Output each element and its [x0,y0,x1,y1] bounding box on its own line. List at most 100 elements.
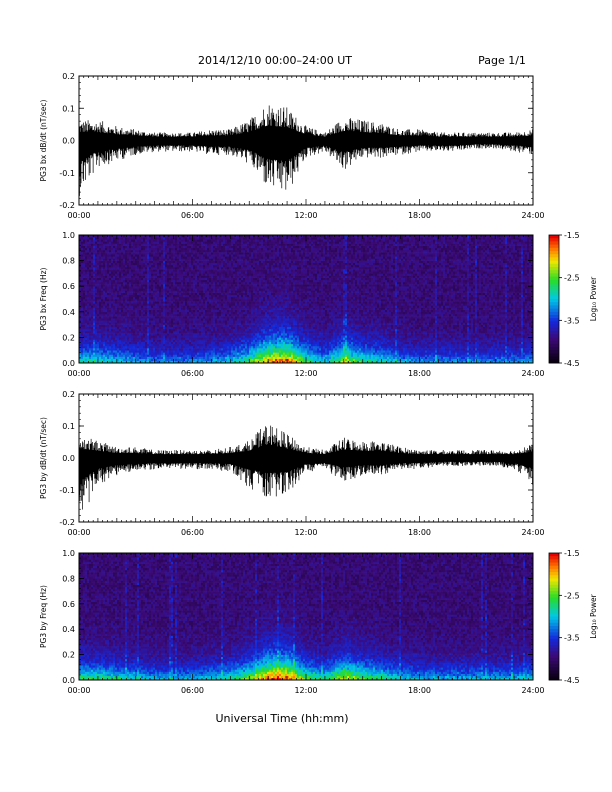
spectrogram-cell [79,326,82,330]
spectrogram-cell [127,267,130,270]
spectrogram-cell [127,286,130,289]
spectrogram-cell [123,322,126,325]
spectrogram-cell [113,290,116,293]
spectrogram-cell [231,256,234,259]
spectrogram-cell [121,318,124,321]
spectrogram-cell [229,350,232,353]
spectrogram-cell [147,235,150,238]
spectrogram-cell [223,245,226,249]
spectrogram-cell [89,354,92,357]
spectrogram-cell [139,269,142,272]
spectrogram-cell [233,290,236,293]
spectrogram-cell [207,316,210,319]
spectrogram-cell [89,237,92,240]
spectrogram-cell [153,237,156,240]
spectrogram-cell [89,331,92,334]
spectrogram-cell [93,271,96,274]
spectrogram-cell [117,350,120,353]
spectrogram-cell [139,294,142,298]
spectrogram-cell [189,303,192,306]
spectrogram-cell [155,260,158,264]
spectrogram-cell [87,328,90,332]
spectrogram-cell [119,345,122,349]
spectrogram-cell [115,275,118,278]
spectrogram-cell [203,318,206,321]
spectrogram-cell [147,281,150,285]
spectrogram-cell [189,264,192,268]
spectrogram-cell [105,356,108,360]
spectrogram-cell [235,320,238,323]
spectrogram-cell [93,260,96,264]
panel-bx-waveform: 00:00 06:00 12:00 18:00 24:000.20.10.0-0.1-0… [39,72,545,220]
spectrogram-cell [185,345,188,349]
spectrogram-cell [177,277,180,281]
spectrogram-cell [175,303,178,306]
spectrogram-cell [95,235,98,238]
spectrogram-cell [101,335,104,338]
spectrogram-cell [143,260,146,264]
spectrogram-cell [181,237,184,240]
spectrogram-cell [129,343,132,347]
spectrogram-cell [97,286,100,289]
spectrogram-cell [199,284,202,287]
spectrogram-cell [85,286,88,289]
spectrogram-cell [125,269,128,272]
spectrogram-cell [163,290,166,293]
spectrogram-cell [227,335,230,338]
spectrogram-cell [89,328,92,332]
spectrogram-cell [111,281,114,285]
spectrogram-cell [185,337,188,340]
spectrogram-cell [177,241,180,244]
spectrogram-cell [119,301,122,304]
spectrogram-cell [177,343,180,347]
spectrogram-cell [171,350,174,353]
spectrogram-cell [137,350,140,353]
spectrogram-cell [225,335,228,338]
spectrogram-cell [159,260,162,264]
spectrogram-cell [215,326,218,330]
spectrogram-cell [155,296,158,300]
spectrogram-cell [83,296,86,300]
spectrogram-cell [121,237,124,240]
spectrogram-cell [127,275,130,278]
spectrogram-cell [233,341,236,345]
spectrogram-cell [175,311,178,315]
spectrogram-cell [113,328,116,332]
spectrogram-cell [191,243,194,246]
spectrogram-cell [173,279,176,283]
spectrogram-cell [101,337,104,340]
spectrogram-cell [175,335,178,338]
spectrogram-cell [153,271,156,274]
spectrogram-cell [91,316,94,319]
spectrogram-cell [141,307,144,310]
spectrogram-cell [109,299,112,302]
spectrogram-cell [165,235,168,238]
spectrogram-cell [81,326,84,330]
spectrogram-cell [93,235,96,238]
spectrogram-cell [121,262,124,266]
spectrogram-cell [209,292,212,296]
spectrogram-cell [99,271,102,274]
spectrogram-cell [145,273,148,276]
spectrogram-cell [191,333,194,336]
spectrogram-cell [205,301,208,304]
spectrogram-cell [99,301,102,304]
spectrogram-cell [109,239,112,242]
spectrogram-cell [129,294,132,298]
spectrogram-cell [179,331,182,334]
spectrogram-cell [171,326,174,330]
spectrogram-cell [123,335,126,338]
spectrogram-cell [225,358,228,362]
spectrogram-cell [119,256,122,259]
spectrogram-cell [167,345,170,349]
spectrogram-cell [191,254,194,257]
spectrogram-cell [205,281,208,285]
spectrogram-cell [151,324,154,328]
spectrogram-cell [219,281,222,285]
spectrogram-cell [223,320,226,323]
spectrogram-cell [129,311,132,315]
spectrogram-cell [187,352,190,355]
spectrogram-cell [131,292,134,296]
spectrogram-cell [101,343,104,347]
